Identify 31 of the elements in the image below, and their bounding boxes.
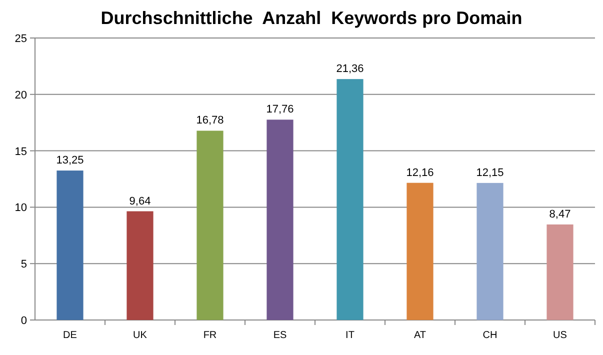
y-tick-label: 0 — [20, 315, 27, 327]
data-label: 9,64 — [129, 195, 151, 208]
bar — [266, 120, 294, 320]
chart-title: Durchschnittliche Anzahl Keywords pro Domain — [100, 8, 522, 28]
x-tick-label: IT — [346, 330, 354, 341]
x-tick-label: FR — [203, 330, 217, 341]
x-tick-label: US — [553, 330, 568, 341]
bar — [56, 170, 84, 320]
data-label: 12,15 — [476, 166, 504, 179]
data-label: 8,47 — [549, 208, 571, 220]
bar — [476, 182, 504, 320]
data-label: 17,76 — [266, 104, 294, 116]
y-tick-label: 5 — [20, 258, 27, 271]
data-label: 12,16 — [406, 166, 434, 179]
data-label: 13,25 — [56, 154, 84, 167]
bar — [196, 130, 224, 320]
bar — [126, 211, 154, 320]
bar — [336, 79, 364, 320]
data-label: 21,36 — [336, 63, 364, 76]
y-tick-label: 20 — [14, 89, 27, 102]
x-tick-label: CH — [482, 330, 498, 341]
y-tick-label: 10 — [14, 202, 27, 214]
x-tick-label: AT — [414, 330, 426, 341]
bar — [546, 224, 574, 320]
data-label: 16,78 — [196, 114, 224, 127]
bar — [406, 182, 434, 320]
x-tick-label: ES — [273, 330, 287, 341]
y-tick-label: 25 — [14, 33, 27, 45]
x-tick-label: UK — [133, 330, 148, 341]
x-tick-label: DE — [63, 330, 78, 341]
y-tick-label: 15 — [14, 146, 27, 158]
